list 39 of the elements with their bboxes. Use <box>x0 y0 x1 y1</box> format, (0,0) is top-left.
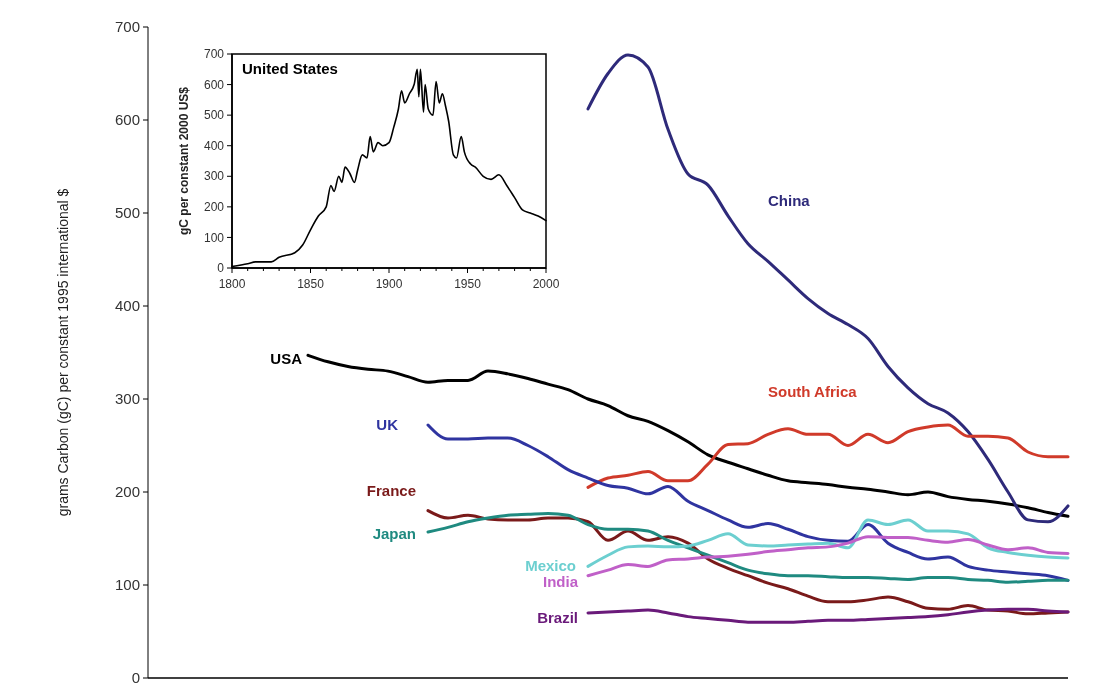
y-tick-label: 100 <box>114 576 140 594</box>
y-axis-title: gC per constant 2000 US$ <box>177 86 191 236</box>
series-label: India <box>542 572 579 590</box>
y-axis-title: grams Carbon (gC) per constant 1995 international $ <box>55 188 71 517</box>
y-tick-label: 600 <box>114 111 140 129</box>
y-tick-label: 100 <box>203 230 225 245</box>
y-tick-label: 400 <box>203 138 225 153</box>
line-series <box>586 607 1070 624</box>
x-tick-label: 1850 <box>297 277 325 291</box>
y-tick-label: 500 <box>114 204 140 222</box>
y-tick-label: 0 <box>131 669 140 687</box>
line-series <box>306 353 1070 518</box>
y-tick-label: 700 <box>114 18 140 36</box>
text: South Africa <box>768 383 858 401</box>
line-series <box>586 518 1070 568</box>
series-label: USA <box>270 350 303 368</box>
line-series <box>586 423 1070 489</box>
text: China <box>768 192 811 210</box>
y-tick-label: 400 <box>114 297 140 315</box>
series-label: France <box>366 481 416 499</box>
y-tick-label: 300 <box>203 169 225 184</box>
x-tick-label: 1950 <box>454 277 482 291</box>
line-series <box>586 53 1070 524</box>
x-tick-label: 1800 <box>218 277 246 291</box>
x-tick-label: 2000 <box>532 277 560 291</box>
series-label: Brazil <box>537 608 578 626</box>
series-label: Japan <box>372 524 416 542</box>
y-tick-label: 300 <box>114 390 140 408</box>
chart-title: United States <box>242 60 338 77</box>
x-tick-label: 1900 <box>375 277 403 291</box>
y-tick-label: 0 <box>217 261 225 276</box>
line-series <box>586 535 1070 578</box>
y-tick-label: 500 <box>203 108 225 123</box>
y-tick-label: 600 <box>203 77 225 92</box>
text: UK <box>376 416 399 434</box>
y-tick-label: 700 <box>203 47 225 62</box>
series-label: Mexico <box>525 557 576 575</box>
y-tick-label: 200 <box>114 483 140 501</box>
y-tick-label: 200 <box>203 200 225 215</box>
